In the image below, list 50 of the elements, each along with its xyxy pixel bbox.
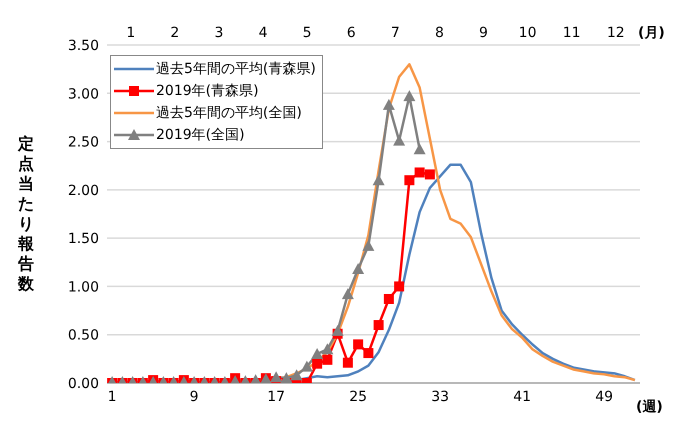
x2-tick-label: 2	[169, 24, 180, 42]
x2-tick-label: 12	[606, 24, 626, 42]
x2-tick-label: 10	[518, 24, 538, 42]
point	[384, 294, 394, 304]
point	[404, 175, 414, 186]
x2-tick-label: 7	[390, 24, 401, 42]
point	[394, 281, 404, 292]
y-tick-label: 3.50	[68, 38, 99, 54]
point	[393, 134, 406, 146]
point	[280, 372, 292, 383]
x-tick-label: 49	[595, 388, 614, 405]
x-tick-label: 1	[108, 388, 117, 405]
y-axis-title: 定点当たり報告数	[16, 134, 35, 294]
x2-tick-label: 1	[125, 24, 136, 42]
point	[403, 90, 416, 102]
legend-label: 2019年(全国)	[156, 126, 245, 145]
point	[332, 324, 344, 336]
y-tick-label: 2.00	[68, 182, 99, 199]
y-tick-label: 2.50	[68, 134, 99, 151]
point	[352, 263, 364, 274]
point	[362, 240, 374, 251]
x2-tick-label: 3	[214, 24, 224, 42]
legend-label: 過去5年間の平均(青森県)	[156, 60, 316, 79]
x-tick-label: 41	[513, 388, 532, 405]
point	[424, 169, 435, 180]
x2-tick-label: 6	[346, 24, 357, 42]
x2-axis-title: (月)	[638, 24, 665, 42]
x2-tick-label: 11	[562, 24, 582, 42]
legend-label: 過去5年間の平均(全国)	[156, 104, 302, 123]
x-tick-label: 25	[349, 388, 368, 405]
y-tick-label: 0.50	[68, 328, 99, 344]
y-tick-label: 0.00	[68, 376, 99, 392]
point	[342, 288, 354, 300]
x2-tick-label: 8	[434, 24, 445, 42]
x2-tick-label: 9	[478, 24, 489, 42]
point	[372, 174, 385, 186]
legend-label: 2019年(青森県)	[156, 82, 259, 101]
y-tick-label: 1.00	[68, 279, 99, 296]
x-axis-title: (週)	[636, 398, 663, 416]
x-tick-label: 17	[267, 388, 286, 405]
x2-tick-label: 5	[302, 24, 313, 42]
x-tick-label: 9	[190, 388, 199, 405]
y-tick-label: 1.50	[68, 231, 99, 248]
x-tick-label: 33	[431, 388, 450, 405]
point	[382, 98, 395, 110]
point	[321, 343, 334, 354]
x2-tick-label: 4	[258, 24, 269, 42]
y-tick-label: 3.00	[68, 86, 99, 102]
point	[414, 167, 425, 178]
point	[414, 143, 426, 154]
